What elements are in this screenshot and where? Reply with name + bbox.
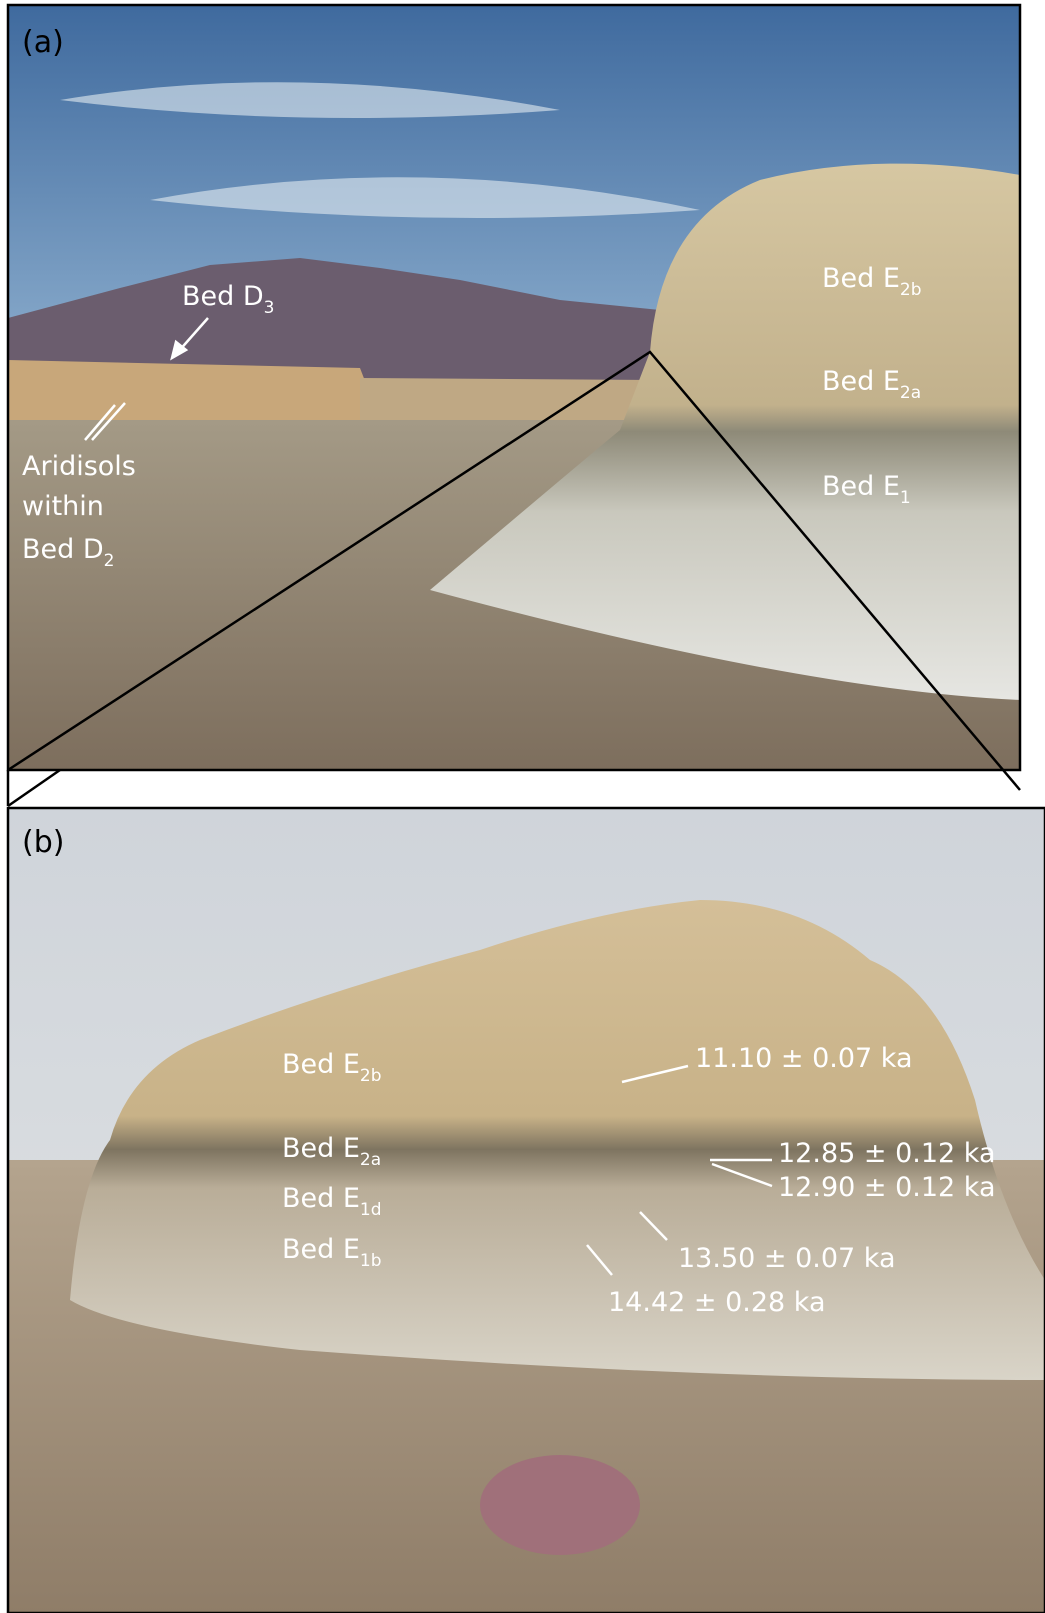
label-subscript: 2b [900,280,922,300]
label-subscript: 2 [104,551,115,571]
zoom-line [8,770,60,806]
label-subscript: 2a [360,1150,381,1170]
label-subscript: 2a [900,383,921,403]
label-text: Bed E [282,1234,360,1265]
label-text: Bed D [22,534,104,565]
label-text: Bed E [822,366,900,397]
label-subscript: 1b [360,1251,382,1271]
label-subscript: 2b [360,1066,382,1086]
label-text: Bed E [282,1133,360,1164]
label-subscript: 1d [360,1200,382,1220]
panel-label: (b) [22,825,64,860]
label-text: Bed E [282,1049,360,1080]
figure: (a)(b)Bed D3Bed E2bBed E2aBed E1Aridisol… [0,0,1045,1613]
annotation-line: Aridisols [22,451,136,482]
label-text: Bed E [822,263,900,294]
label-subscript: 3 [264,298,275,318]
label-text: Bed E [282,1183,360,1214]
label-subscript: 1 [900,488,911,508]
label-text: Bed D [182,281,264,312]
date-label: 14.42 ± 0.28 ka [608,1287,826,1318]
date-label: 12.85 ± 0.12 ka [778,1138,996,1169]
date-label: 13.50 ± 0.07 ka [678,1243,896,1274]
panel-label: (a) [22,25,64,60]
date-label: 12.90 ± 0.12 ka [778,1172,996,1203]
date-label: 11.10 ± 0.07 ka [695,1043,913,1074]
label-text: Bed E [822,471,900,502]
annotation-line: within [22,491,104,522]
photo-b [8,808,1045,1613]
